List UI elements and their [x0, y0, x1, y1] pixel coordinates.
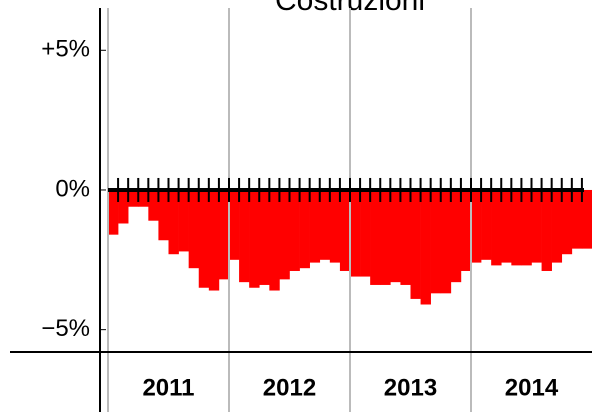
- bar: [249, 189, 260, 288]
- x-group-label: 2013: [384, 374, 437, 401]
- bar: [430, 189, 442, 294]
- bar: [440, 189, 452, 294]
- bar: [269, 189, 280, 291]
- bar: [571, 189, 583, 249]
- bar: [239, 189, 250, 283]
- bar: [410, 189, 421, 299]
- bar: [299, 189, 310, 269]
- y-tick-label: −5%: [41, 315, 90, 342]
- bar: [360, 189, 371, 277]
- bar: [218, 189, 230, 280]
- x-group-label: 2014: [505, 374, 559, 401]
- bar: [350, 189, 361, 277]
- bar: [309, 189, 321, 263]
- bar: [541, 189, 552, 271]
- bar: [581, 189, 592, 249]
- bar: [531, 189, 542, 263]
- bar: [511, 189, 522, 266]
- x-group-label: 2012: [263, 374, 316, 401]
- bar: [329, 189, 341, 263]
- bar: [450, 189, 462, 283]
- bar: [289, 189, 300, 271]
- bar: [370, 189, 381, 285]
- bar: [551, 189, 563, 263]
- bar: [208, 189, 220, 291]
- bar: [168, 189, 179, 255]
- bar: [400, 189, 411, 285]
- bar: [148, 189, 159, 221]
- x-group-label: 2011: [142, 374, 194, 401]
- y-tick-label: +5%: [41, 36, 90, 63]
- bar: [380, 189, 391, 285]
- bar: [481, 189, 492, 260]
- bar: [158, 189, 169, 241]
- bar: [138, 189, 149, 207]
- bar: [521, 189, 532, 266]
- bar: [259, 189, 270, 285]
- bar: [561, 189, 573, 255]
- bar: [339, 189, 351, 271]
- bar: [471, 189, 482, 263]
- bar: [108, 189, 119, 235]
- bar: [128, 189, 139, 207]
- y-tick-label: 0%: [55, 175, 90, 202]
- bar: [501, 189, 512, 263]
- bar: [279, 189, 290, 280]
- bar: [178, 189, 189, 252]
- bar: [460, 189, 472, 271]
- bar: [188, 189, 200, 269]
- bar: [319, 189, 331, 260]
- bar: [229, 189, 240, 260]
- bar: [420, 189, 431, 305]
- bar: [491, 189, 502, 266]
- bar: [118, 189, 129, 224]
- bar: [198, 189, 210, 288]
- bar: [390, 189, 401, 283]
